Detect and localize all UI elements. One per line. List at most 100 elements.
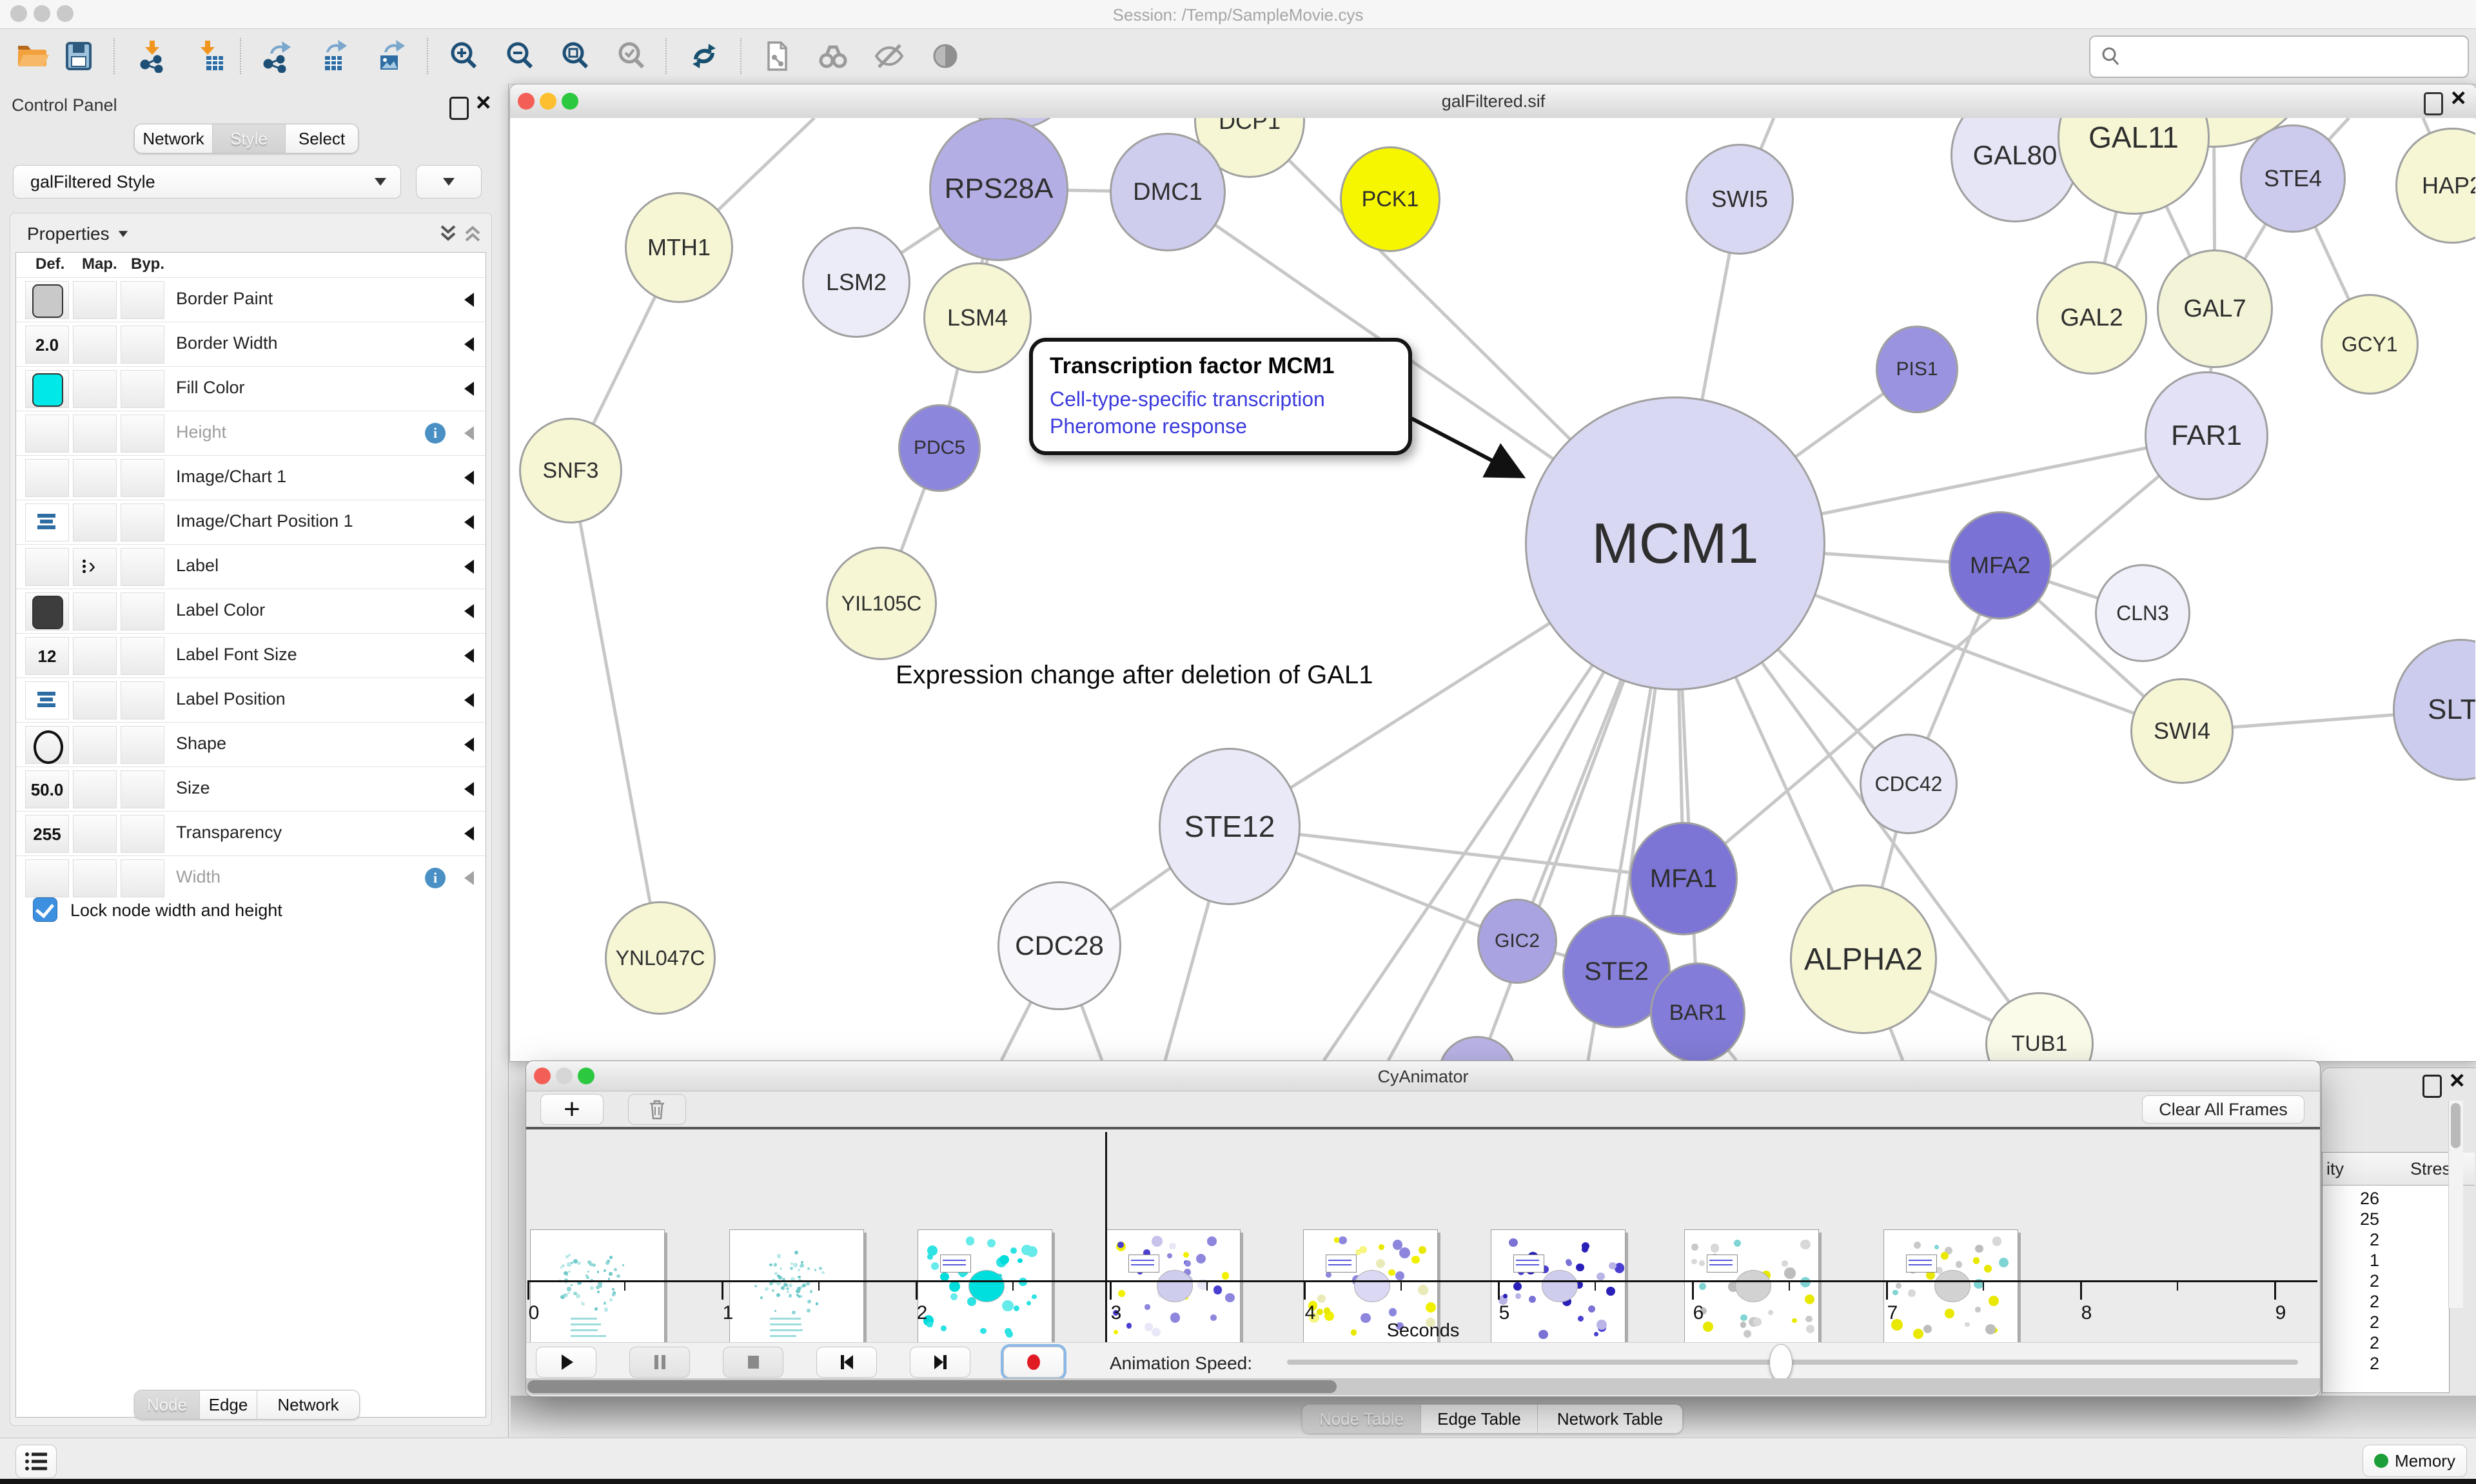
window-minimize-icon[interactable]	[34, 5, 50, 22]
property-row-label[interactable]: › Label	[16, 544, 486, 589]
lock-checkbox[interactable]	[33, 897, 57, 922]
byp-cell[interactable]	[121, 548, 164, 586]
expand-row-icon[interactable]	[464, 737, 474, 752]
playhead[interactable]	[1105, 1132, 1107, 1342]
map-cell[interactable]	[73, 681, 117, 719]
network-node-mth1[interactable]: MTH1	[625, 192, 733, 303]
expand-row-icon[interactable]	[464, 426, 474, 440]
float-window-icon[interactable]	[2424, 92, 2443, 115]
save-session-icon[interactable]	[59, 37, 98, 75]
property-row-size[interactable]: 50.0 Size	[16, 766, 486, 811]
table-cell-value[interactable]: 26	[2359, 1189, 2379, 1208]
property-row-image-chart-1[interactable]: Image/Chart 1	[16, 455, 486, 500]
timeline-frame-3[interactable]	[918, 1229, 1052, 1342]
network-node-mfa2[interactable]: MFA2	[1949, 511, 2052, 620]
timeline-scrollbar-thumb[interactable]	[527, 1380, 1337, 1393]
map-cell[interactable]	[73, 726, 117, 764]
def-cell[interactable]: 12	[25, 637, 69, 675]
delete-frame-button[interactable]	[628, 1094, 686, 1125]
show-panels-button[interactable]	[15, 1445, 57, 1478]
hide-selected-icon[interactable]	[870, 37, 909, 75]
table-cell-value[interactable]: 2	[2369, 1354, 2379, 1373]
property-row-transparency[interactable]: 255 Transparency	[16, 811, 486, 855]
timeline-frame-1[interactable]	[530, 1229, 665, 1342]
property-row-height[interactable]: Height i	[16, 411, 486, 455]
property-row-width[interactable]: Width i	[16, 855, 486, 900]
table-column-radiality[interactable]: ity	[2323, 1153, 2388, 1186]
network-node-snf3[interactable]: SNF3	[519, 418, 622, 523]
zoom-fit-icon[interactable]	[556, 37, 595, 75]
zoom-out-icon[interactable]	[501, 37, 540, 75]
info-icon[interactable]: i	[425, 868, 446, 888]
network-node-cln3[interactable]: CLN3	[2095, 564, 2190, 662]
record-button[interactable]	[1003, 1347, 1064, 1378]
network-node-gcy1[interactable]: GCY1	[2321, 294, 2419, 395]
speed-slider-handle[interactable]	[1769, 1344, 1793, 1381]
def-cell[interactable]	[25, 726, 69, 764]
network-node-ste4[interactable]: STE4	[2240, 124, 2346, 233]
expand-row-icon[interactable]	[464, 649, 474, 663]
panel-tab-node[interactable]: Node	[135, 1391, 200, 1419]
map-cell[interactable]	[73, 281, 117, 319]
import-table-icon[interactable]	[190, 37, 228, 75]
float-panel-icon[interactable]	[449, 97, 469, 120]
export-network-icon[interactable]	[257, 37, 296, 75]
byp-cell[interactable]	[121, 281, 164, 319]
show-all-icon[interactable]	[926, 37, 965, 75]
byp-cell[interactable]	[121, 459, 164, 497]
network-node-gal7[interactable]: GAL7	[2157, 249, 2273, 368]
network-node-pis1[interactable]: PIS1	[1876, 326, 1958, 413]
map-cell[interactable]: ›	[73, 548, 117, 586]
def-cell[interactable]	[25, 681, 69, 719]
close-view-icon[interactable]: ×	[2451, 84, 2466, 112]
byp-cell[interactable]	[121, 503, 164, 542]
network-node-far1[interactable]: FAR1	[2145, 371, 2268, 500]
export-table-icon[interactable]	[313, 37, 352, 75]
timeline-scrollbar[interactable]	[526, 1378, 2320, 1395]
table-cell-value[interactable]: 2	[2369, 1333, 2379, 1352]
window-close-icon[interactable]	[10, 5, 27, 22]
table-tab-node-table[interactable]: Node Table	[1302, 1405, 1421, 1433]
timeline-frame-8[interactable]	[1883, 1229, 2018, 1342]
table-cell-value[interactable]: 2	[2369, 1292, 2379, 1311]
clear-all-frames-button[interactable]: Clear All Frames	[2142, 1095, 2304, 1124]
timeline-frame-4[interactable]	[1106, 1229, 1241, 1342]
tab-style[interactable]: Style	[213, 124, 286, 153]
table-cell-value[interactable]: 2	[2369, 1271, 2379, 1291]
stop-button[interactable]	[723, 1347, 783, 1378]
property-row-label-color[interactable]: Label Color	[16, 589, 486, 633]
byp-cell[interactable]	[121, 681, 164, 719]
expand-row-icon[interactable]	[464, 604, 474, 618]
network-node-hap2[interactable]: HAP2	[2395, 128, 2475, 244]
expand-row-icon[interactable]	[464, 337, 474, 351]
network-node-lsm4[interactable]: LSM4	[923, 262, 1032, 373]
map-cell[interactable]	[73, 770, 117, 808]
property-row-shape[interactable]: Shape	[16, 722, 486, 766]
expand-row-icon[interactable]	[464, 293, 474, 307]
network-node-yil105c[interactable]: YIL105C	[826, 547, 937, 660]
map-cell[interactable]	[73, 815, 117, 853]
network-node-tub1[interactable]: TUB1	[1985, 992, 2094, 1060]
def-cell[interactable]	[25, 503, 69, 542]
map-cell[interactable]	[73, 592, 117, 630]
step-forward-button[interactable]	[910, 1347, 970, 1378]
def-cell[interactable]: 50.0	[25, 770, 69, 808]
window-zoom-icon[interactable]	[57, 5, 74, 22]
network-node-cdc42[interactable]: CDC42	[1860, 734, 1958, 834]
timeline-frame-7[interactable]	[1684, 1229, 1819, 1342]
panel-tab-network[interactable]: Network	[257, 1391, 359, 1419]
cyanimator-titlebar[interactable]: CyAnimator	[526, 1061, 2320, 1091]
def-cell[interactable]	[25, 415, 69, 453]
network-file-icon[interactable]	[758, 37, 796, 75]
annotation-box[interactable]: Transcription factor MCM1 Cell-type-spec…	[1029, 338, 1412, 455]
minimize-window-icon[interactable]	[540, 93, 556, 110]
table-tab-network-table[interactable]: Network Table	[1538, 1405, 1682, 1433]
zoom-window-icon[interactable]	[562, 93, 578, 110]
network-node-mfa1[interactable]: MFA1	[1629, 822, 1738, 935]
zoom-in-icon[interactable]	[445, 37, 484, 75]
expand-row-icon[interactable]	[464, 693, 474, 707]
pause-button[interactable]	[629, 1347, 690, 1378]
network-node-alpha2[interactable]: ALPHA2	[1790, 884, 1937, 1034]
timeline-frame-5[interactable]	[1303, 1229, 1438, 1342]
byp-cell[interactable]	[121, 415, 164, 453]
